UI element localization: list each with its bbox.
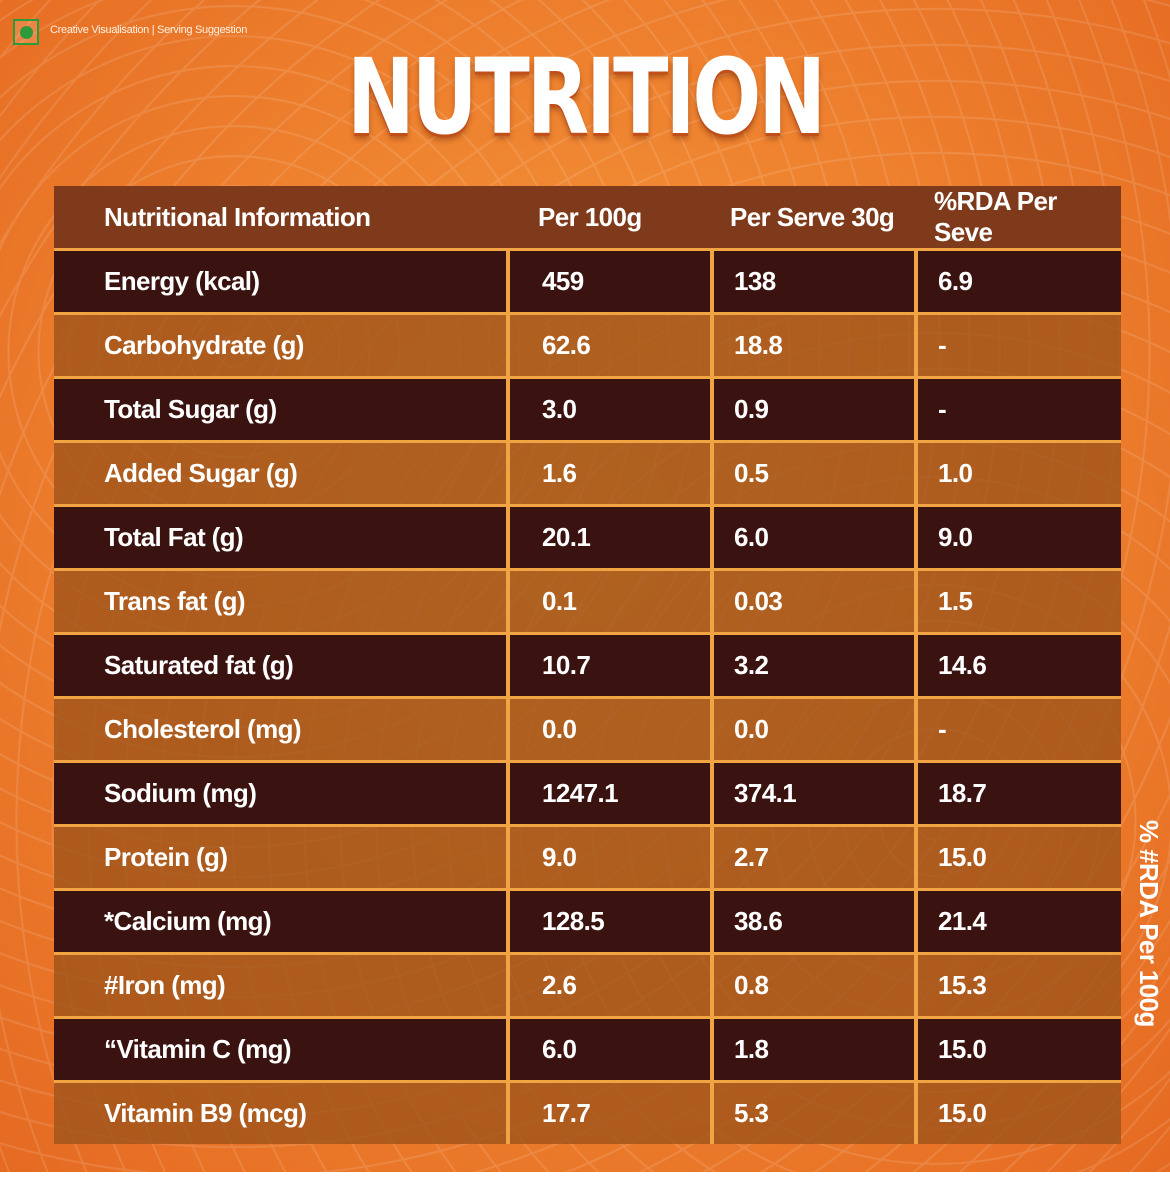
table-row: #Iron (mg) 2.6 0.8 15.3	[54, 952, 1121, 1016]
side-note: % #RDA Per 100g	[1134, 820, 1164, 1027]
table-row: “Vitamin C (mg) 6.0 1.8 15.0	[54, 1016, 1121, 1080]
value-cell: 6.0	[710, 504, 914, 568]
table-row: Added Sugar (g) 1.6 0.5 1.0	[54, 440, 1121, 504]
value-cell: 138	[710, 248, 914, 312]
page-title: NUTRITION	[346, 36, 826, 158]
value-cell: 3.0	[506, 376, 710, 440]
nutrient-name-cell: Vitamin B9 (mcg)	[54, 1080, 506, 1144]
value-cell: 3.2	[710, 632, 914, 696]
value-cell: 10.7	[506, 632, 710, 696]
nutrient-name-cell: Trans fat (g)	[54, 568, 506, 632]
value-cell: 14.6	[914, 632, 1121, 696]
value-cell: 20.1	[506, 504, 710, 568]
nutrient-name-cell: *Calcium (mg)	[54, 888, 506, 952]
value-cell: 1.6	[506, 440, 710, 504]
value-cell: 6.9	[914, 248, 1121, 312]
value-cell: -	[914, 376, 1121, 440]
table-row: Energy (kcal) 459 138 6.9	[54, 248, 1121, 312]
value-cell: 9.0	[914, 504, 1121, 568]
table-row: Saturated fat (g) 10.7 3.2 14.6	[54, 632, 1121, 696]
nutrient-name-cell: Protein (g)	[54, 824, 506, 888]
nutrient-name-cell: Energy (kcal)	[54, 248, 506, 312]
value-cell: 6.0	[506, 1016, 710, 1080]
value-cell: 38.6	[710, 888, 914, 952]
value-cell: 1247.1	[506, 760, 710, 824]
value-cell: -	[914, 696, 1121, 760]
value-cell: 374.1	[710, 760, 914, 824]
value-cell: 0.5	[710, 440, 914, 504]
nutrient-name-cell: Total Sugar (g)	[54, 376, 506, 440]
value-cell: 15.3	[914, 952, 1121, 1016]
table-header: Nutritional Information Per 100g Per Ser…	[54, 186, 1121, 248]
header-cell: Per Serve 30g	[710, 186, 914, 248]
value-cell: 1.8	[710, 1016, 914, 1080]
value-cell: 2.7	[710, 824, 914, 888]
nutrient-name-cell: Sodium (mg)	[54, 760, 506, 824]
value-cell: 9.0	[506, 824, 710, 888]
nutrient-name-cell: “Vitamin C (mg)	[54, 1016, 506, 1080]
value-cell: 0.9	[710, 376, 914, 440]
value-cell: 15.0	[914, 1016, 1121, 1080]
value-cell: 0.1	[506, 568, 710, 632]
table-row: Total Sugar (g) 3.0 0.9-	[54, 376, 1121, 440]
table-row: Vitamin B9 (mcg) 17.7 5.3 15.0	[54, 1080, 1121, 1144]
table-row: Cholesterol (mg) 0.0 0.0-	[54, 696, 1121, 760]
value-cell: 0.8	[710, 952, 914, 1016]
nutrient-name-cell: Added Sugar (g)	[54, 440, 506, 504]
table-row: Trans fat (g) 0.1 0.03 1.5	[54, 568, 1121, 632]
nutrient-name-cell: Total Fat (g)	[54, 504, 506, 568]
header-cell: %RDA Per Seve	[914, 186, 1121, 248]
value-cell: 17.7	[506, 1080, 710, 1144]
value-cell: 1.0	[914, 440, 1121, 504]
value-cell: 62.6	[506, 312, 710, 376]
veg-symbol-icon	[13, 19, 39, 45]
nutrient-name-cell: Cholesterol (mg)	[54, 696, 506, 760]
value-cell: 2.6	[506, 952, 710, 1016]
table-row: *Calcium (mg) 128.5 38.6 21.4	[54, 888, 1121, 952]
value-cell: -	[914, 312, 1121, 376]
nutrient-name-cell: Carbohydrate (g)	[54, 312, 506, 376]
nutrient-name-cell: Saturated fat (g)	[54, 632, 506, 696]
table-row: Protein (g) 9.0 2.7 15.0	[54, 824, 1121, 888]
value-cell: 0.0	[506, 696, 710, 760]
value-cell: 0.03	[710, 568, 914, 632]
nutrient-name-cell: #Iron (mg)	[54, 952, 506, 1016]
value-cell: 128.5	[506, 888, 710, 952]
value-cell: 459	[506, 248, 710, 312]
value-cell: 18.7	[914, 760, 1121, 824]
veg-dot	[19, 25, 33, 39]
nutrition-table: Nutritional Information Per 100g Per Ser…	[54, 186, 1121, 1144]
table-row: Total Fat (g) 20.1 6.0 9.0	[54, 504, 1121, 568]
value-cell: 0.0	[710, 696, 914, 760]
table-row: Carbohydrate (g) 62.6 18.8-	[54, 312, 1121, 376]
value-cell: 18.8	[710, 312, 914, 376]
value-cell: 15.0	[914, 1080, 1121, 1144]
table-row: Sodium (mg) 1247.1 374.1 18.7	[54, 760, 1121, 824]
value-cell: 15.0	[914, 824, 1121, 888]
value-cell: 5.3	[710, 1080, 914, 1144]
value-cell: 21.4	[914, 888, 1121, 952]
header-cell: Nutritional Information	[54, 186, 506, 248]
header-cell: Per 100g	[506, 186, 710, 248]
disclaimer-text: Creative Visualisation | Serving Suggest…	[50, 24, 248, 36]
table-body: Energy (kcal) 459 138 6.9 Carbohydrate (g) 62…	[54, 248, 1121, 1144]
value-cell: 1.5	[914, 568, 1121, 632]
